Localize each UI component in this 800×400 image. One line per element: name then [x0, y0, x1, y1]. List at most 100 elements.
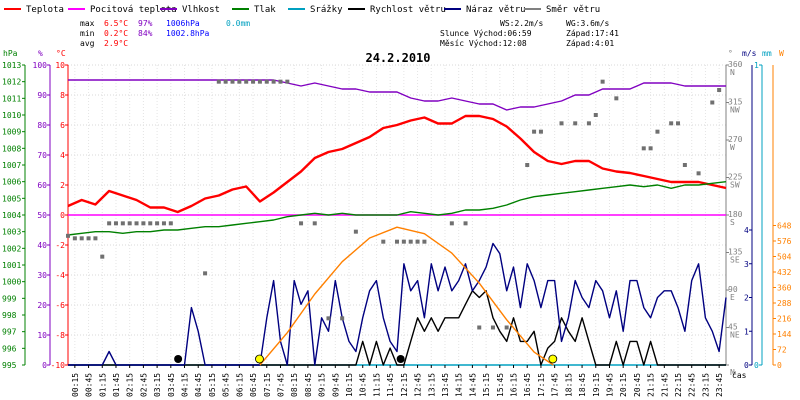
- axis-pct-tick-label: 90: [37, 91, 47, 100]
- wind-dir-point-42: [490, 325, 495, 330]
- x-tick-label: 05:15: [208, 373, 217, 397]
- axis-hpa-tick-label: 1000: [2, 278, 21, 287]
- wind-dir-point-37: [415, 239, 420, 244]
- x-tick-label: 06:45: [249, 373, 258, 397]
- axis-hpa-tick-label: 1006: [2, 178, 21, 187]
- axis-rain-tick-label: 0: [754, 361, 759, 370]
- x-tick-label: 09:15: [318, 373, 327, 397]
- axis-dir-tick-label: 45: [728, 323, 738, 332]
- x-tick-label: 22:45: [688, 373, 697, 397]
- x-tick-label: 11:15: [372, 373, 381, 397]
- axis-temp-tick-label: 0: [60, 211, 65, 220]
- legend-label-4: Srážky: [310, 5, 343, 15]
- axis-wind-label: m/s: [742, 49, 757, 58]
- axis-dir-tick-label: 360: [728, 60, 743, 69]
- series-layer: [66, 79, 727, 366]
- axis-solar-tick-label: 432: [777, 268, 792, 277]
- stat-hum-min: 84%: [138, 29, 153, 38]
- legend-label-5: Rychlost větru: [370, 5, 446, 15]
- wind-dir-point-29: [312, 221, 317, 226]
- wind-dir-point-0: [66, 233, 70, 238]
- axis-hpa-tick-label: 998: [2, 311, 17, 320]
- axis-pct-tick-label: 20: [37, 301, 47, 310]
- axis-hpa-tick-label: 1002: [2, 244, 21, 253]
- x-tick-label: 18:15: [564, 373, 573, 397]
- stats-panel: max 6.5°C 97% 1006hPa 0.0mm min 0.2°C 84% 1002.8…: [80, 19, 619, 48]
- chart-title: 24.2.2010: [365, 51, 430, 65]
- x-tick-label: 11:45: [386, 373, 395, 397]
- wind-dir-point-20: [237, 79, 242, 84]
- axis-solar-tick-label: 72: [777, 346, 787, 355]
- wind-dir-point-47: [559, 121, 564, 126]
- stat-slunce-zapad: Západ:17:41: [566, 29, 619, 38]
- series-solární-radiace: [259, 226, 554, 366]
- wind-dir-point-57: [676, 121, 681, 126]
- x-tick-label: 23:45: [715, 373, 724, 397]
- wind-dir-point-56: [669, 121, 674, 126]
- axis-temp-tick-label: 6: [60, 121, 65, 130]
- wind-dir-point-45: [532, 129, 537, 134]
- axis-temp-tick-label: -2: [55, 241, 65, 250]
- wind-dir-point-5: [100, 254, 105, 259]
- legend-label-0: Teplota: [26, 5, 64, 15]
- x-tick-label: 18:45: [578, 373, 587, 397]
- wind-dir-point-27: [285, 79, 290, 84]
- axis-pct-tick-label: 0: [42, 361, 47, 370]
- axis-dir-name: N: [730, 368, 735, 377]
- x-tick-label: 19:15: [592, 373, 601, 397]
- wind-dir-point-4: [93, 236, 98, 241]
- axis-hpa-label: hPa: [3, 49, 18, 58]
- stat-temp-max: 6.5°C: [104, 19, 128, 28]
- axis-hpa-tick-label: 999: [2, 294, 17, 303]
- axis-wind-tick-label: 2: [744, 294, 749, 303]
- axis-pct-label: %: [38, 49, 43, 58]
- axis-dir-label: °: [728, 49, 733, 58]
- wind-dir-point-41: [477, 325, 482, 330]
- axis-temp-tick-label: 8: [60, 91, 65, 100]
- axis-hpa-tick-label: 1007: [2, 161, 21, 170]
- stat-mesic: Měsíc Východ:12:08: [440, 39, 527, 48]
- wind-dir-point-31: [340, 316, 345, 321]
- x-tick-label: 04:15: [181, 373, 190, 397]
- wind-dir-point-52: [614, 96, 619, 101]
- x-tick-label: 07:15: [263, 373, 272, 397]
- wind-dir-point-21: [244, 79, 249, 84]
- stat-mesic-zapad: Západ:4:01: [566, 39, 614, 48]
- moon-marker-1: [396, 355, 405, 363]
- x-tick-label: 20:45: [633, 373, 642, 397]
- wind-dir-point-30: [326, 316, 331, 321]
- axis-hpa-tick-label: 1009: [2, 128, 21, 137]
- x-tick-label: 23:15: [701, 373, 710, 397]
- axis-dir-name: SW: [730, 181, 740, 190]
- x-axis-ticks: 00:15 00:45 01:15 01:45 02:15 02:45 03:15 03:45…: [71, 365, 747, 397]
- axis-solar-tick-label: 0: [777, 361, 782, 370]
- axis-solar-tick-label: 288: [777, 299, 792, 308]
- wind-dir-point-14: [161, 221, 166, 226]
- axis-temp-tick-label: -4: [55, 271, 65, 280]
- wind-dir-point-17: [216, 79, 221, 84]
- stat-temp-avg: 2.9°C: [104, 39, 128, 48]
- x-tick-label: 02:15: [126, 373, 135, 397]
- wind-dir-point-23: [257, 79, 262, 84]
- x-tick-label: 04:45: [194, 373, 203, 397]
- wind-dir-point-34: [395, 239, 399, 244]
- x-tick-label: 17:15: [537, 373, 546, 397]
- wind-dir-point-58: [682, 163, 687, 167]
- axis-solar-tick-label: 504: [777, 253, 792, 262]
- axis-hpa-tick-label: 1005: [2, 194, 21, 203]
- wind-dir-point-3: [86, 236, 91, 241]
- stat-label-min: min: [80, 29, 95, 38]
- axis-dir-name: N: [730, 68, 735, 77]
- axis-hpa-tick-label: 1004: [2, 211, 21, 220]
- axis-temp-tick-label: -10: [51, 361, 66, 370]
- wind-dir-point-11: [141, 221, 146, 226]
- x-tick-label: 12:45: [414, 373, 423, 397]
- x-tick-label: 10:15: [345, 373, 354, 397]
- x-tick-label: 05:45: [222, 373, 231, 397]
- axis-pct-tick-label: 70: [37, 151, 47, 160]
- x-tick-label: 08:45: [304, 373, 313, 397]
- x-tick-label: 16:45: [523, 373, 532, 397]
- x-tick-label: 16:15: [510, 373, 519, 397]
- wind-dir-point-18: [223, 79, 228, 84]
- axis-dir-tick-label: 315: [728, 98, 743, 107]
